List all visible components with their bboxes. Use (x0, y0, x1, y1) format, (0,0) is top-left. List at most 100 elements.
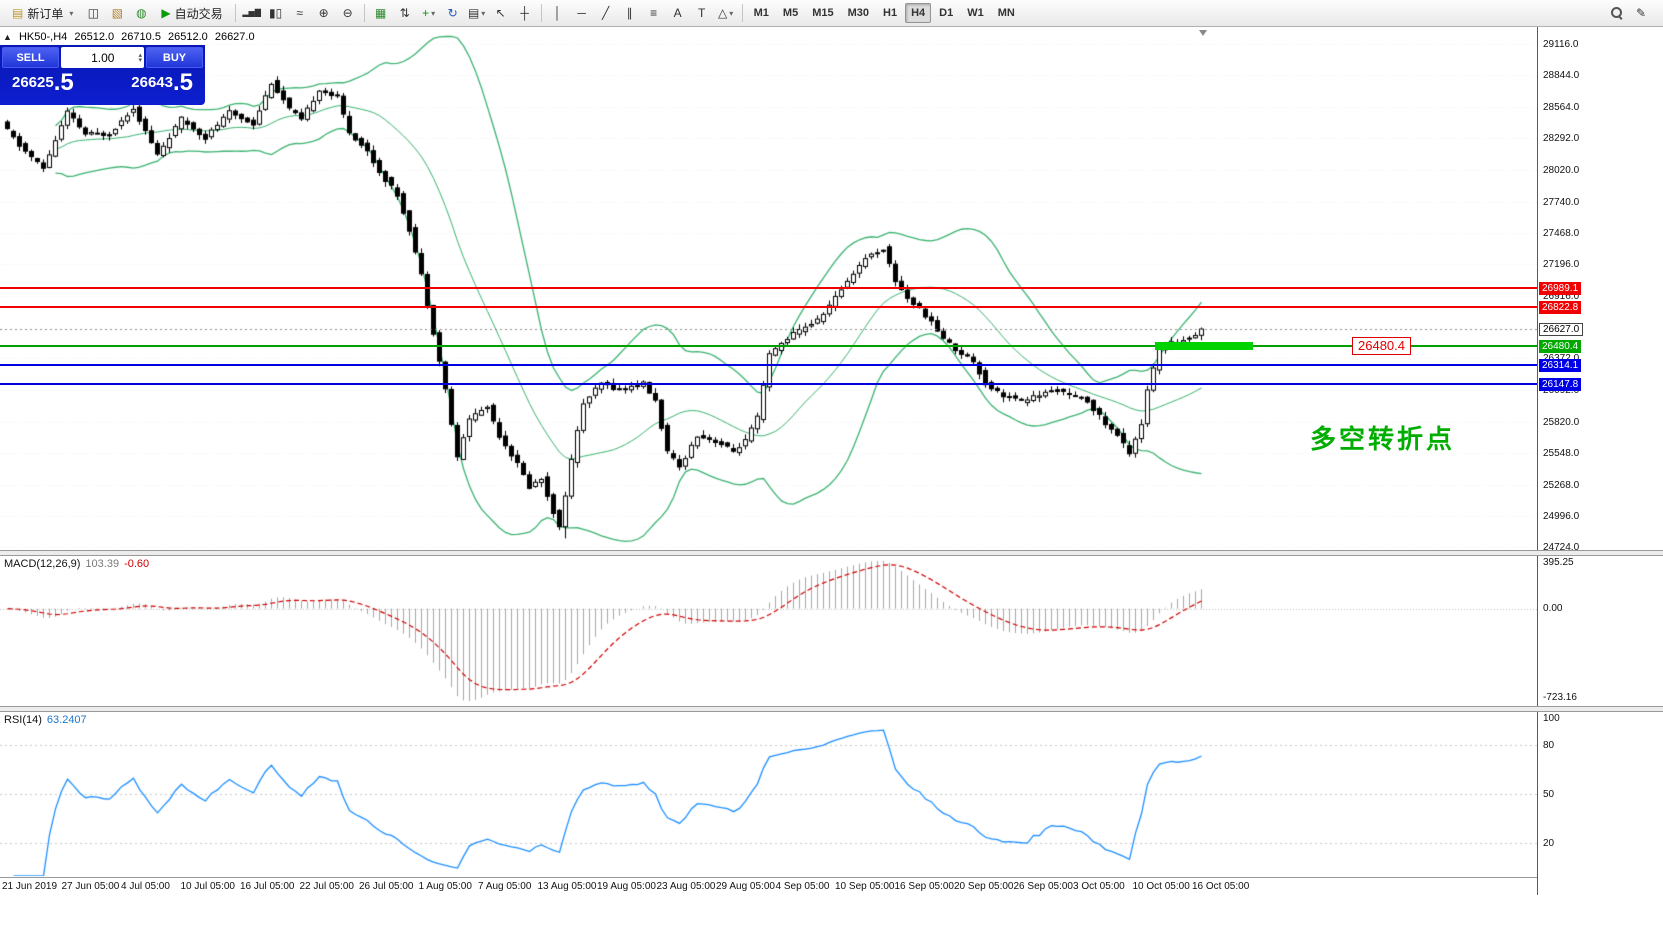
volume-field[interactable]: ▴ ▾ (61, 47, 144, 68)
macd-scale-bottom: -723.16 (1543, 692, 1577, 703)
price-axis-label: 29116.0 (1543, 39, 1579, 51)
line-chart-button[interactable]: ≈ (289, 2, 311, 24)
horizontal-line-26989.1[interactable] (0, 286, 1537, 289)
chart-properties-icon: ▤ (467, 6, 480, 20)
rsi-panel[interactable] (0, 712, 1537, 876)
price-axis-label: 26372.0 (1543, 353, 1579, 364)
macd-indicator-label: MACD(12,26,9) 103.39 -0.60 (4, 558, 154, 570)
horizontal-line-26822.8[interactable] (0, 305, 1537, 308)
horizontal-line-26480.4[interactable] (0, 344, 1537, 347)
turning-point-text[interactable]: 多空转折点 (1310, 424, 1456, 454)
time-axis-label: 4 Sep 05:00 (775, 881, 830, 892)
timeframe-m5-button[interactable]: M5 (777, 3, 804, 23)
timeframe-w1-button[interactable]: W1 (961, 3, 990, 23)
trend-highlight-bar[interactable] (1155, 341, 1253, 350)
timeframe-m1-button[interactable]: M1 (748, 3, 775, 23)
new-order-button[interactable]: ▤ 新订单 ▾ (5, 2, 80, 24)
spinner-down-icon[interactable]: ▾ (138, 56, 142, 64)
time-axis-label: 26 Sep 05:00 (1013, 881, 1074, 892)
timeframe-m15-button[interactable]: M15 (806, 3, 839, 23)
low-value: 26512.0 (168, 31, 208, 43)
macd-splitter[interactable] (0, 550, 1663, 556)
price-axis-label: 27196.0 (1543, 258, 1580, 270)
timeframe-d1-button[interactable]: D1 (933, 3, 959, 23)
time-axis-label: 19 Aug 05:00 (597, 881, 656, 892)
price-flag-label[interactable]: 26480.4 (1352, 336, 1411, 355)
timeframe-h1-button[interactable]: H1 (877, 3, 903, 23)
one-click-trading-panel: SELL ▴ ▾ BUY 26625.5 26643.5 (0, 45, 205, 105)
toolbar-separator (540, 4, 542, 22)
macd-panel[interactable] (0, 556, 1537, 705)
time-axis: 21 Jun 2019 27 Jun 05:00 4 Jul 05:00 10 Jul… (0, 877, 1537, 896)
chart-window-button[interactable]: ◫ (82, 2, 104, 24)
label-icon: T (697, 6, 706, 20)
cursor-button[interactable]: ↖ (490, 2, 512, 24)
macd-value: 103.39 (85, 558, 120, 570)
refresh-button[interactable]: ↻ (442, 2, 464, 24)
rsi-scale-label: 20 (1543, 838, 1555, 850)
time-axis-label: 4 Jul 05:00 (121, 881, 170, 892)
macd-signal-value: -0.60 (124, 558, 150, 570)
candlestick-chart-button[interactable]: ▮▯ (265, 2, 287, 24)
buy-price[interactable]: 26643.5 (131, 69, 193, 96)
horizontal-line-button[interactable]: ─ (571, 2, 593, 24)
cursor-icon: ↖ (495, 6, 506, 20)
time-axis-label: 20 Sep 05:00 (954, 881, 1014, 892)
line-chart-icon: ≈ (296, 6, 303, 20)
text-button[interactable]: A (667, 2, 689, 24)
search-button[interactable] (1606, 2, 1628, 24)
sell-price[interactable]: 26625.5 (12, 69, 74, 96)
timeframe-h4-button[interactable]: H4 (905, 3, 932, 23)
horizontal-line-26147.8[interactable] (0, 382, 1537, 385)
timeframe-mn-button[interactable]: MN (992, 3, 1021, 23)
channel-button[interactable]: ∥ (619, 2, 641, 24)
one-click-collapse-icon[interactable]: ▲ (3, 32, 12, 42)
time-axis-label: 3 Oct 05:00 (1073, 881, 1125, 892)
time-axis-label: 10 Sep 05:00 (835, 881, 895, 892)
auto-trading-button[interactable]: ▶ 自动交易 (154, 2, 229, 24)
level-price-tag: 26147.8 (1539, 377, 1582, 391)
search-icon (1611, 7, 1623, 19)
chart-ohlc-header: ▲ HK50-,H4 26512.0 26710.5 26512.0 26627… (3, 31, 259, 43)
buy-button[interactable]: BUY (146, 47, 203, 68)
label-button[interactable]: T (691, 2, 713, 24)
community-button[interactable]: ◍ (130, 2, 152, 24)
sell-button[interactable]: SELL (2, 47, 59, 68)
channel-icon: ∥ (626, 6, 633, 20)
auto-trading-label: 自动交易 (174, 6, 223, 21)
sort-windows-button[interactable]: ⇅ (394, 2, 416, 24)
rsi-splitter[interactable] (0, 706, 1663, 712)
chart-properties-button[interactable]: ▤ ▾ (466, 2, 488, 24)
add-chart-button[interactable]: + ▾ (418, 2, 440, 24)
edit-button[interactable]: ✎ (1630, 2, 1652, 24)
trendline-button[interactable]: ╱ (595, 2, 617, 24)
sort-windows-icon: ⇅ (399, 6, 410, 20)
timeframe-m30-button[interactable]: M30 (842, 3, 875, 23)
time-axis-label: 16 Oct 05:00 (1192, 881, 1250, 892)
strategy-tester-button[interactable]: ▧ (106, 2, 128, 24)
refresh-icon: ↻ (447, 6, 458, 20)
symbol-period-label: HK50-,H4 (18, 31, 68, 43)
fibonacci-button[interactable]: ≡ (643, 2, 665, 24)
rsi-scale-label: 50 (1543, 789, 1555, 800)
volume-spinner[interactable]: ▴ ▾ (138, 51, 142, 64)
time-axis-label: 10 Oct 05:00 (1132, 881, 1190, 892)
horizontal-line-26314.1[interactable] (0, 363, 1537, 366)
crosshair-button[interactable]: ┼ (514, 2, 536, 24)
zoom-out-button[interactable]: ⊖ (337, 2, 359, 24)
level-price-tag: 26314.1 (1539, 358, 1582, 372)
price-axis (1537, 27, 1663, 895)
price-axis-label: 24724.0 (1543, 542, 1580, 554)
zoom-in-button[interactable]: ⊕ (313, 2, 335, 24)
vertical-line-button[interactable]: │ (547, 2, 569, 24)
price-axis-label: 24996.0 (1543, 510, 1580, 522)
bar-chart-button[interactable]: ▂▅▇ (241, 2, 263, 24)
volume-input[interactable] (67, 50, 139, 65)
spinner-up-icon[interactable]: ▴ (138, 51, 142, 59)
tile-windows-button[interactable]: ▦ (370, 2, 392, 24)
chart-shift-marker[interactable] (1199, 30, 1207, 36)
add-chart-icon: + (422, 6, 430, 20)
shapes-button[interactable]: △ ▾ (715, 2, 737, 24)
